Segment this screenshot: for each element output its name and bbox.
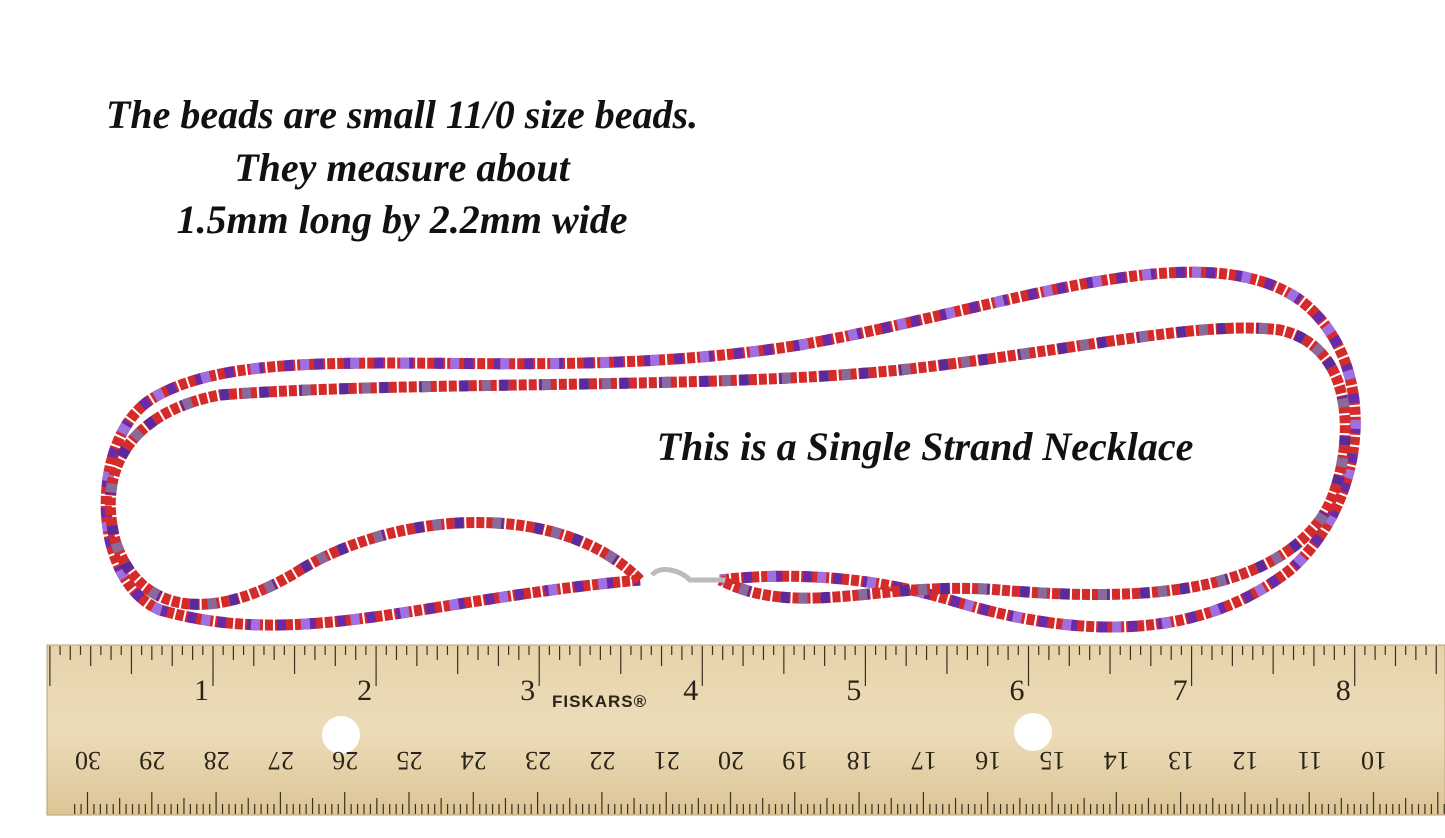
inch-label: 4 xyxy=(683,674,698,707)
cm-label: 12 xyxy=(1232,746,1258,775)
ruler: FISKARS® 1 2 3 4 5 6 7 830 29 28 27 26 25 24 23 22 21 20 1… xyxy=(46,644,1445,816)
cm-label: 10 xyxy=(1361,746,1387,775)
cm-label: 30 xyxy=(75,746,101,775)
caption-line: They measure about xyxy=(234,145,571,190)
inch-label: 3 xyxy=(520,674,535,707)
cm-label: 18 xyxy=(847,746,873,775)
inch-label: 8 xyxy=(1336,674,1351,707)
strand-beads xyxy=(100,266,1361,633)
inch-label: 1 xyxy=(194,674,209,707)
ruler-brand: FISKARS® xyxy=(552,692,647,711)
inch-label: 2 xyxy=(357,674,372,707)
ruler-hole xyxy=(322,716,360,754)
strand-beads xyxy=(104,322,1351,610)
cm-label: 23 xyxy=(525,746,551,775)
necklace xyxy=(100,266,1361,633)
note: This is a Single Strand Necklace xyxy=(657,424,1194,469)
ruler-body xyxy=(46,644,1445,816)
cm-label: 20 xyxy=(718,746,744,775)
cm-label: 11 xyxy=(1297,746,1322,775)
cm-label: 25 xyxy=(397,746,423,775)
cm-label: 29 xyxy=(139,746,165,775)
cm-label: 28 xyxy=(204,746,230,775)
caption-line: The beads are small 11/0 size beads. xyxy=(106,92,698,137)
cm-label: 21 xyxy=(654,746,680,775)
cm-label: 26 xyxy=(332,746,358,775)
cm-label: 24 xyxy=(461,746,487,775)
inch-label: 6 xyxy=(1010,674,1025,707)
cm-label: 22 xyxy=(589,746,615,775)
cm-label: 13 xyxy=(1168,746,1194,775)
cm-label: 16 xyxy=(975,746,1001,775)
clasp xyxy=(650,567,725,583)
cm-label: 14 xyxy=(1104,746,1130,775)
cm-label: 17 xyxy=(911,746,937,775)
inch-label: 5 xyxy=(846,674,861,707)
cm-label: 15 xyxy=(1040,746,1066,775)
cm-label: 27 xyxy=(268,746,294,775)
cm-label: 19 xyxy=(782,746,808,775)
ruler-hole xyxy=(1014,713,1052,751)
caption-line: 1.5mm long by 2.2mm wide xyxy=(176,197,627,242)
inch-label: 7 xyxy=(1173,674,1188,707)
